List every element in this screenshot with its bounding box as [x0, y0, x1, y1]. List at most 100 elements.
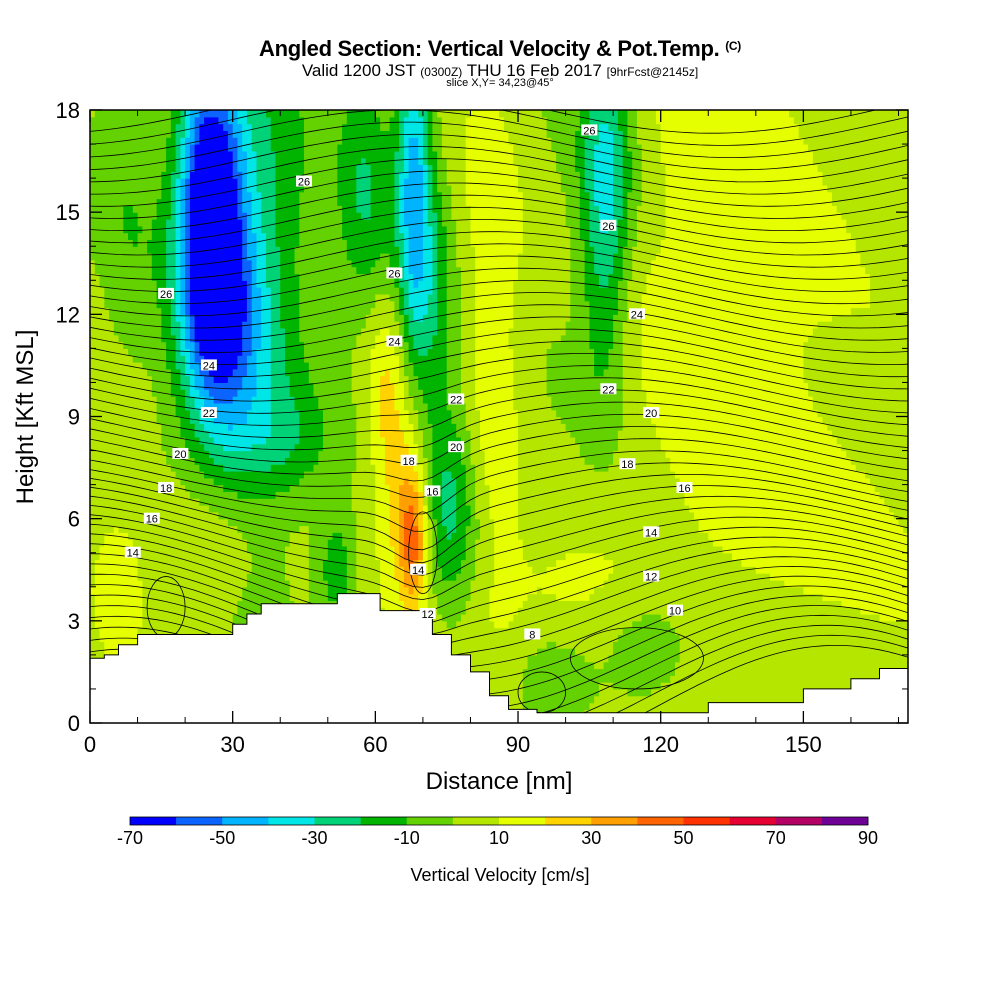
- velocity-cell: [308, 525, 357, 533]
- velocity-cell: [275, 157, 305, 166]
- velocity-cell: [427, 416, 453, 424]
- velocity-cell: [180, 164, 186, 172]
- velocity-cell: [308, 580, 329, 588]
- velocity-cell: [194, 457, 215, 465]
- velocity-cell: [584, 239, 590, 247]
- velocity-cell: [342, 130, 400, 138]
- velocity-cell: [90, 471, 177, 479]
- velocity-cell: [237, 491, 276, 499]
- velocity-cell: [375, 532, 391, 540]
- velocity-cell: [565, 321, 590, 329]
- velocity-cell: [470, 457, 486, 465]
- velocity-cell: [461, 457, 472, 465]
- y-tick-label: 15: [56, 200, 80, 225]
- velocity-cell: [422, 552, 429, 561]
- velocity-cell: [584, 259, 595, 268]
- terrain: [89, 593, 909, 724]
- velocity-cell: [413, 402, 429, 411]
- velocity-cell: [351, 348, 372, 356]
- velocity-cell: [622, 157, 633, 166]
- velocity-cell: [308, 559, 324, 567]
- velocity-cell: [399, 300, 405, 309]
- velocity-cell: [475, 511, 491, 520]
- velocity-cell: [123, 225, 143, 234]
- velocity-cell: [418, 525, 424, 533]
- velocity-cell: [246, 300, 253, 309]
- velocity-cell: [403, 246, 410, 254]
- velocity-cell: [579, 178, 586, 186]
- velocity-cell: [256, 266, 267, 275]
- velocity-cell: [461, 355, 476, 363]
- velocity-cell: [465, 498, 476, 506]
- velocity-cell: [189, 287, 248, 295]
- velocity-cell: [242, 348, 253, 356]
- velocity-cell: [180, 287, 186, 295]
- velocity-cell: [370, 375, 381, 383]
- velocity-cell: [617, 123, 628, 131]
- velocity-cell: [403, 362, 414, 370]
- velocity-cell: [180, 382, 191, 390]
- velocity-cell: [151, 382, 172, 390]
- velocity-cell: [403, 239, 410, 247]
- velocity-cell: [437, 219, 443, 227]
- velocity-cell: [399, 552, 405, 561]
- velocity-cell: [422, 253, 433, 261]
- velocity-cell: [356, 450, 372, 458]
- velocity-cell: [446, 368, 462, 377]
- velocity-cell: [394, 402, 405, 411]
- velocity-cell: [394, 212, 400, 220]
- velocity-cell: [180, 328, 186, 336]
- velocity-cell: [356, 266, 372, 275]
- velocity-cell: [175, 232, 181, 240]
- colorbar-tick-label: 90: [858, 828, 878, 848]
- velocity-cell: [370, 178, 395, 186]
- velocity-cell: [532, 566, 548, 574]
- velocity-cell: [470, 586, 491, 595]
- velocity-cell: [508, 620, 633, 629]
- velocity-cell: [451, 205, 471, 213]
- contour-label-text: 26: [298, 177, 310, 189]
- velocity-cell: [446, 314, 462, 322]
- velocity-cell: [346, 552, 357, 561]
- velocity-cell: [399, 116, 405, 125]
- contour-label: 12: [419, 608, 436, 621]
- contour-label-text: 14: [127, 548, 139, 560]
- velocity-cell: [370, 382, 381, 390]
- velocity-cell: [99, 280, 158, 288]
- velocity-cell: [266, 239, 277, 247]
- velocity-cell: [90, 573, 96, 581]
- velocity-cell: [90, 416, 158, 424]
- velocity-cell: [289, 382, 315, 390]
- velocity-cell: [356, 518, 376, 527]
- velocity-cell: [427, 477, 434, 486]
- velocity-cell: [418, 573, 424, 581]
- velocity-cell: [432, 532, 438, 540]
- velocity-cell: [461, 362, 476, 370]
- velocity-cell: [617, 307, 628, 315]
- velocity-cell: [456, 484, 467, 492]
- velocity-cell: [399, 171, 410, 179]
- velocity-cell: [422, 450, 433, 458]
- velocity-cell: [413, 280, 419, 288]
- velocity-cell: [403, 157, 410, 166]
- velocity-cell: [90, 586, 143, 595]
- velocity-cell: [451, 198, 467, 206]
- velocity-cell: [446, 525, 457, 533]
- velocity-cell: [461, 314, 476, 322]
- velocity-cell: [646, 396, 814, 404]
- velocity-cell: [427, 348, 448, 356]
- velocity-cell: [170, 321, 181, 329]
- velocity-cell: [394, 164, 405, 172]
- velocity-cell: [246, 293, 253, 302]
- velocity-cell: [427, 300, 438, 309]
- velocity-cell: [518, 457, 586, 465]
- velocity-cell: [589, 219, 600, 227]
- velocity-cell: [142, 225, 153, 234]
- velocity-cell: [370, 205, 395, 213]
- theta-contour: [90, 584, 908, 682]
- velocity-cell: [351, 259, 376, 268]
- velocity-cell: [413, 423, 419, 431]
- velocity-cell: [237, 355, 248, 363]
- velocity-cell: [213, 396, 234, 404]
- velocity-cell: [441, 137, 467, 145]
